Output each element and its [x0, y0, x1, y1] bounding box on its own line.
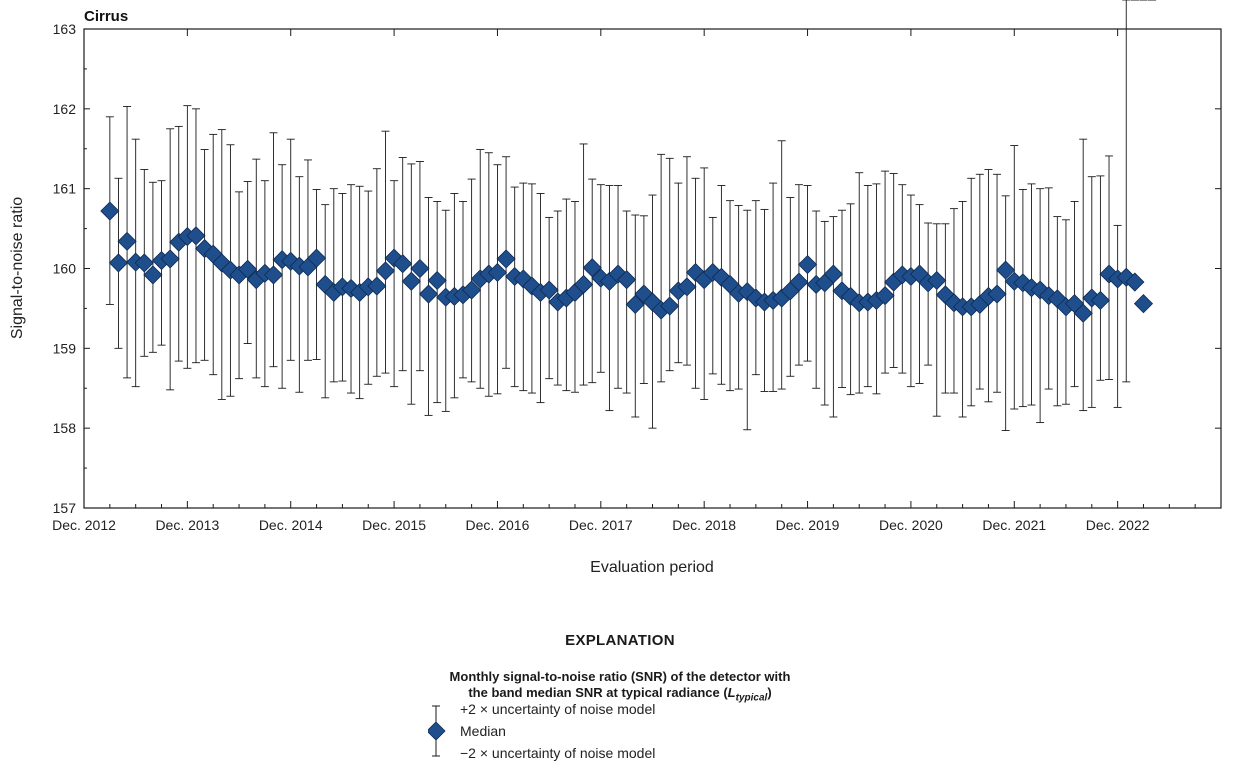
x-tick-label-10: Dec. 2022	[1086, 517, 1150, 533]
median-marker-37	[418, 284, 439, 304]
legend-subtitle-line2: the band median SNR at typical radiance …	[380, 685, 860, 707]
median-marker-96	[927, 270, 947, 291]
y-tick-label-160: 160	[53, 261, 77, 277]
x-tick-label-2: Dec. 2014	[259, 517, 323, 533]
median-marker-90	[875, 286, 895, 306]
median-marker-103	[987, 284, 1007, 304]
x-tick-label-7: Dec. 2019	[776, 517, 840, 533]
median-marker-0	[100, 201, 120, 221]
y-tick-label-161: 161	[53, 181, 77, 197]
median-marker-32	[375, 261, 396, 281]
legend-item-upper: +2 × uncertainty of noise model	[460, 701, 656, 717]
x-tick-label-9: Dec. 2021	[982, 517, 1046, 533]
median-marker-61	[625, 294, 645, 314]
legend-heading: EXPLANATION	[565, 632, 675, 649]
median-marker-55	[574, 274, 594, 295]
x-tick-label-5: Dec. 2017	[569, 517, 633, 533]
median-marker-5	[143, 265, 163, 285]
median-marker-84	[823, 264, 843, 284]
x-tick-label-6: Dec. 2018	[672, 517, 736, 533]
median-marker-104	[996, 260, 1016, 280]
legend-median-marker	[428, 721, 446, 741]
median-marker-2	[117, 231, 137, 251]
x-tick-label-1: Dec. 2013	[155, 517, 219, 533]
median-marker-24	[307, 248, 327, 268]
y-tick-label-159: 159	[53, 340, 77, 356]
median-marker-60	[617, 270, 637, 290]
median-marker-31	[367, 276, 387, 296]
y-tick-label-163: 163	[53, 21, 77, 37]
chart-title: Cirrus	[84, 8, 128, 25]
y-tick-label-162: 162	[53, 101, 77, 117]
y-tick-label-158: 158	[53, 420, 77, 436]
x-axis-label: Evaluation period	[590, 559, 714, 576]
x-tick-label-3: Dec. 2015	[362, 517, 426, 533]
median-marker-56	[582, 258, 602, 278]
explanation-legend: EXPLANATION Monthly signal-to-noise rati…	[380, 632, 860, 707]
median-marker-42	[462, 280, 482, 300]
legend-subtitle-prefix: the band median SNR at typical radiance …	[468, 685, 728, 700]
median-marker-45	[487, 262, 508, 283]
legend-subtitle: Monthly signal-to-noise ratio (SNR) of t…	[380, 669, 860, 707]
y-axis-label: Signal-to-noise ratio	[9, 197, 26, 339]
legend-subtitle-suffix: )	[767, 685, 772, 700]
chart-canvas: 157 158 159 160 161 162 163 Dec. 2012 Dec. 2013…	[9, 0, 1222, 576]
median-marker-35	[401, 271, 421, 291]
legend-subtitle-subscript: typical	[735, 692, 768, 704]
legend-item-median: Median	[460, 723, 506, 739]
median-marker-1	[108, 253, 129, 273]
median-marker-34	[393, 254, 413, 274]
median-marker-46	[496, 249, 516, 269]
median-marker-16	[238, 259, 258, 279]
median-marker-119	[1125, 272, 1145, 292]
median-marker-51	[539, 280, 559, 300]
median-marker-10	[186, 226, 206, 246]
median-marker-7	[160, 249, 180, 269]
x-tick-label-4: Dec. 2016	[466, 517, 530, 533]
median-marker-80	[789, 272, 809, 292]
legend-subtitle-symbol: L	[727, 685, 736, 700]
median-marker-120	[1133, 294, 1154, 314]
error-bars	[105, 0, 1157, 432]
median-marker-113	[1073, 303, 1093, 323]
median-marker-115	[1090, 290, 1110, 310]
median-marker-81	[797, 254, 818, 275]
legend-symbol	[428, 705, 446, 757]
median-markers	[100, 201, 1154, 323]
median-marker-67	[677, 277, 697, 297]
median-marker-38	[427, 270, 447, 291]
median-marker-19	[263, 265, 284, 285]
legend-item-lower: −2 × uncertainty of noise model	[460, 745, 656, 761]
y-axis: 157 158 159 160 161 162 163	[53, 21, 1221, 516]
y-tick-label-157: 157	[53, 500, 77, 516]
legend-subtitle-line1: Monthly signal-to-noise ratio (SNR) of t…	[449, 669, 791, 684]
x-tick-label-8: Dec. 2020	[879, 517, 943, 533]
median-marker-4	[134, 253, 154, 273]
median-marker-65	[660, 296, 680, 316]
x-tick-label-0: Dec. 2012	[52, 517, 116, 533]
median-marker-36	[410, 258, 430, 279]
x-axis: Dec. 2012 Dec. 2013 Dec. 2014 Dec. 2015 Dec.…	[52, 29, 1196, 533]
